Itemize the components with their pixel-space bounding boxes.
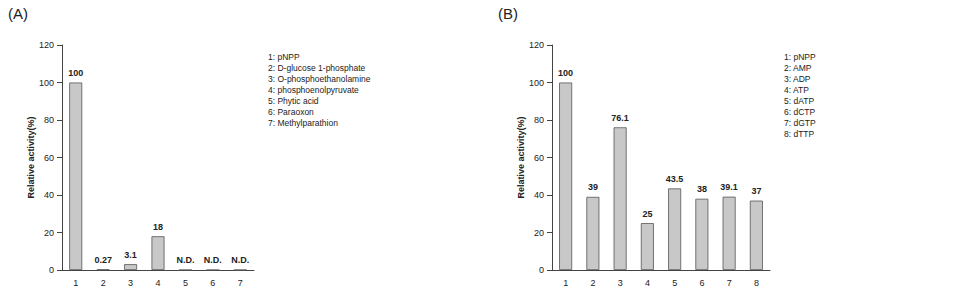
svg-text:5: 5 — [183, 278, 188, 288]
svg-text:40: 40 — [534, 190, 544, 200]
svg-text:60: 60 — [44, 153, 54, 163]
svg-text:38: 38 — [697, 184, 707, 194]
svg-text:4: ATP: 4: ATP — [784, 85, 809, 95]
svg-text:40: 40 — [44, 190, 54, 200]
svg-text:3: O-phosphoethanolamine: 3: O-phosphoethanolamine — [268, 74, 371, 84]
svg-text:8: dTTP: 8: dTTP — [784, 129, 815, 139]
svg-text:76.1: 76.1 — [611, 113, 629, 123]
svg-text:100: 100 — [529, 78, 544, 88]
svg-text:1: pNPP: 1: pNPP — [784, 52, 816, 62]
svg-text:80: 80 — [44, 115, 54, 125]
svg-text:N.D.: N.D. — [231, 255, 249, 265]
svg-text:3: 3 — [618, 278, 623, 288]
svg-text:4: phosphoenolpyruvate: 4: phosphoenolpyruvate — [268, 85, 359, 95]
svg-text:37: 37 — [751, 186, 761, 196]
svg-text:120: 120 — [529, 40, 544, 50]
svg-text:7: Methylparathion: 7: Methylparathion — [268, 118, 338, 128]
svg-text:5: dATP: 5: dATP — [784, 96, 814, 106]
svg-text:0.27: 0.27 — [94, 255, 112, 265]
svg-text:1: 1 — [563, 278, 568, 288]
svg-text:39.1: 39.1 — [720, 182, 738, 192]
svg-text:80: 80 — [534, 115, 544, 125]
svg-text:4: 4 — [155, 278, 160, 288]
svg-text:2: D-glucose 1-phosphate: 2: D-glucose 1-phosphate — [268, 63, 366, 73]
svg-text:2: 2 — [101, 278, 106, 288]
svg-text:4: 4 — [645, 278, 650, 288]
svg-text:5: 5 — [672, 278, 677, 288]
svg-text:7: 7 — [238, 278, 243, 288]
svg-text:60: 60 — [534, 153, 544, 163]
svg-text:N.D.: N.D. — [204, 255, 222, 265]
svg-text:3: 3 — [128, 278, 133, 288]
svg-text:2: 2 — [590, 278, 595, 288]
svg-text:1: 1 — [73, 278, 78, 288]
svg-text:8: 8 — [754, 278, 759, 288]
svg-text:2: AMP: 2: AMP — [784, 63, 812, 73]
svg-text:6: 6 — [699, 278, 704, 288]
svg-text:7: dGTP: 7: dGTP — [784, 118, 816, 128]
svg-text:Relative activity(%): Relative activity(%) — [516, 116, 526, 198]
svg-text:7: 7 — [727, 278, 732, 288]
svg-text:3.1: 3.1 — [124, 250, 137, 260]
svg-text:0: 0 — [49, 265, 54, 275]
svg-text:100: 100 — [68, 68, 83, 78]
svg-text:18: 18 — [153, 222, 163, 232]
svg-text:6: 6 — [210, 278, 215, 288]
svg-text:6: dCTP: 6: dCTP — [784, 107, 816, 117]
svg-text:N.D.: N.D. — [176, 255, 194, 265]
svg-text:20: 20 — [44, 228, 54, 238]
svg-text:1: pNPP: 1: pNPP — [268, 52, 300, 62]
svg-text:120: 120 — [39, 40, 54, 50]
svg-text:0: 0 — [539, 265, 544, 275]
svg-text:39: 39 — [588, 182, 598, 192]
svg-text:100: 100 — [558, 68, 573, 78]
svg-text:25: 25 — [642, 209, 652, 219]
svg-text:3: ADP: 3: ADP — [784, 74, 811, 84]
svg-text:100: 100 — [39, 78, 54, 88]
svg-text:(B): (B) — [498, 5, 518, 22]
svg-text:Relative activity(%): Relative activity(%) — [26, 116, 36, 198]
svg-text:(A): (A) — [8, 5, 28, 22]
svg-text:6: Paraoxon: 6: Paraoxon — [268, 107, 314, 117]
svg-text:20: 20 — [534, 228, 544, 238]
svg-text:43.5: 43.5 — [666, 174, 684, 184]
svg-text:5: Phytic acid: 5: Phytic acid — [268, 96, 319, 106]
